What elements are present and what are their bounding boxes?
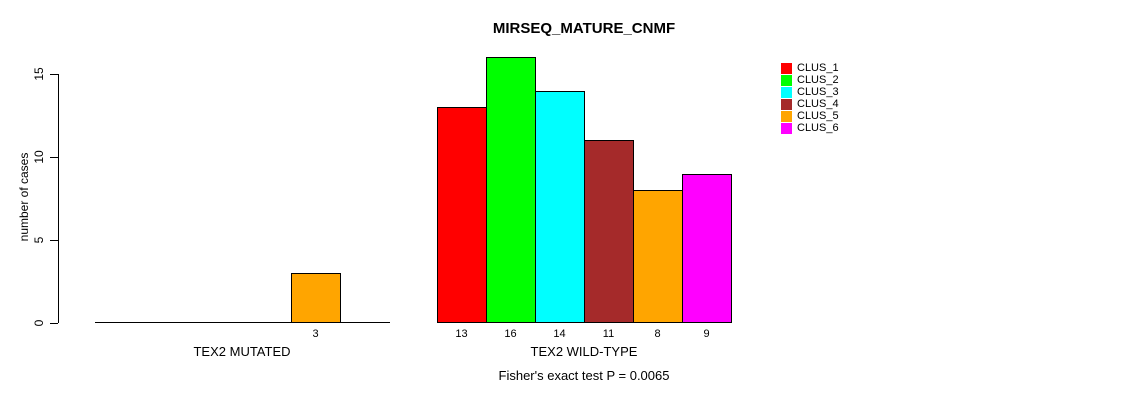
- legend-label: CLUS_6: [797, 122, 839, 134]
- y-axis-tick: [50, 239, 58, 241]
- bar-value-label: 8: [654, 328, 661, 340]
- y-axis-label: number of cases: [17, 152, 31, 242]
- group-baseline: [95, 322, 390, 323]
- legend-label: CLUS_3: [797, 86, 839, 98]
- bar-value-label: 11: [602, 328, 615, 340]
- y-tick-label: 5: [32, 236, 46, 244]
- bar-clus_1-wild-type: [437, 107, 487, 323]
- legend-label: CLUS_5: [797, 110, 839, 122]
- y-axis-tick: [50, 322, 58, 324]
- bar-clus_6-wild-type: [682, 173, 732, 323]
- bar-clus_4-wild-type: [584, 140, 634, 323]
- legend-swatch-clus_4: [781, 99, 792, 110]
- group-label: TEX2 WILD-TYPE: [530, 344, 638, 359]
- bar-clus_5-wild-type: [633, 190, 683, 323]
- y-axis-tick: [50, 73, 58, 75]
- bar-value-label: 9: [703, 328, 710, 340]
- legend-swatch-clus_6: [781, 123, 792, 134]
- legend-label: CLUS_1: [797, 62, 839, 74]
- legend-label: CLUS_2: [797, 74, 839, 86]
- group-label: TEX2 MUTATED: [193, 344, 291, 359]
- y-tick-label: 0: [32, 319, 46, 327]
- y-tick-label: 15: [32, 67, 46, 81]
- bar-clus_5-mutated: [291, 273, 341, 323]
- y-axis-tick: [50, 156, 58, 158]
- legend-swatch-clus_5: [781, 111, 792, 122]
- bar-clus_3-wild-type: [535, 90, 585, 323]
- legend-swatch-clus_3: [781, 87, 792, 98]
- legend-swatch-clus_2: [781, 75, 792, 86]
- y-tick-label: 10: [32, 150, 46, 164]
- legend-swatch-clus_1: [781, 63, 792, 74]
- y-axis-line: [58, 74, 59, 323]
- bar-value-label: 16: [504, 328, 517, 340]
- legend-label: CLUS_4: [797, 98, 839, 110]
- bar-clus_2-wild-type: [486, 57, 536, 323]
- chart-title: MIRSEQ_MATURE_CNMF: [492, 20, 676, 37]
- bar-value-label: 14: [553, 328, 566, 340]
- fisher-test-annotation: Fisher's exact test P = 0.0065: [498, 368, 670, 383]
- bar-value-label: 3: [312, 328, 319, 340]
- bar-value-label: 13: [455, 328, 468, 340]
